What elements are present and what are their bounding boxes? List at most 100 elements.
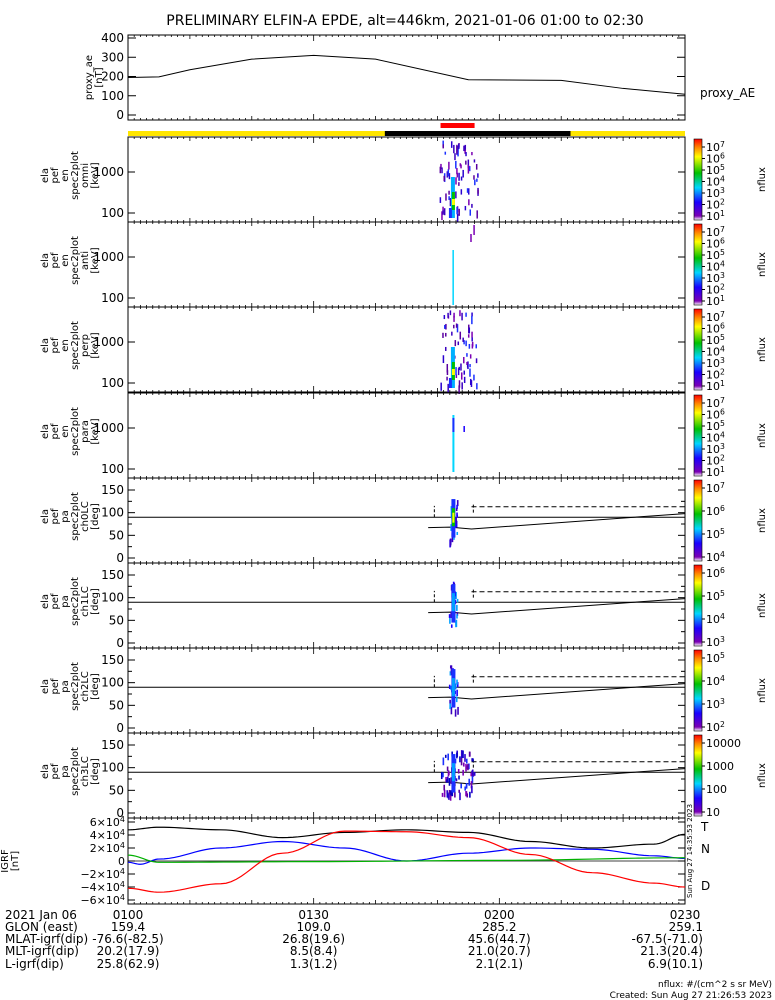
spectrogram-pixel: [441, 211, 443, 221]
spectrogram-pixel: [458, 172, 460, 181]
pa-pixel: [460, 783, 462, 789]
spectrogram-pixel: [456, 172, 459, 178]
ylabel-line: [keV]: [90, 247, 101, 273]
spectrogram-pixel: [445, 323, 447, 330]
axis-row-value: 25.8(62.9): [97, 957, 160, 971]
ylabel-line: pef: [50, 167, 61, 184]
ylabel-line: ela: [40, 509, 51, 524]
ytick-label: 150: [101, 568, 124, 582]
spectrogram-pixel: [447, 169, 450, 177]
spectrogram-pixel: [465, 160, 467, 165]
spectrogram-pixel: [442, 210, 444, 215]
ylabel-line: ela: [40, 764, 51, 779]
colorbar-label: nflux: [757, 678, 768, 703]
pa-pixel: [468, 763, 470, 770]
spectrogram-pixel: [461, 382, 463, 390]
region-bar-yellow-right: [570, 131, 685, 136]
ylabel-line: pef: [50, 252, 61, 269]
axis-row-value: 2.1(2.1): [476, 957, 524, 971]
ylabel-line: ela: [40, 253, 51, 268]
axis-time-tick: 0230: [670, 908, 701, 922]
colorbar-tick-label: 107: [706, 140, 725, 154]
spectrogram-pixel: [474, 179, 476, 186]
pa-pixel: [442, 772, 444, 778]
colorbar: [693, 649, 703, 732]
pa-pixel: [440, 771, 443, 780]
colorbar: [693, 308, 703, 391]
panel-frame: [127, 732, 686, 819]
spectrogram-pixel: [446, 171, 449, 178]
spectrogram-pixel: [466, 361, 468, 366]
colorbar-tick-label: 104: [706, 550, 725, 564]
colorbar-tick-label: 103: [706, 186, 725, 200]
colorbar-tick-label: 102: [706, 368, 725, 382]
igrf-ytick-label: 0: [118, 855, 125, 868]
igrf-ytick-label: 6×104: [90, 815, 125, 829]
axis-row-value: 26.8(19.6): [282, 932, 345, 946]
pa-pixel: [470, 772, 473, 777]
ylabel-line: pef: [50, 508, 61, 525]
igrf-series-E: [128, 854, 685, 863]
pa-pixel: [450, 790, 452, 796]
pa-pixel: [456, 512, 458, 517]
spectrogram-pixel: [453, 315, 455, 322]
spectrogram-pixel: [463, 426, 465, 432]
proxy-ae-panel: 400 300 200 100 0 proxy_ae [nT] proxy_AE: [84, 31, 755, 122]
pa-pixel: [455, 778, 458, 782]
pa-pixel: [459, 756, 461, 763]
spectrogram-pixel: [449, 198, 452, 207]
pa-pixel: [456, 752, 458, 759]
pa-pixel: [442, 757, 445, 766]
pa-pixel: [450, 524, 452, 531]
pa-pixel: [449, 617, 451, 624]
pa-pixel: [456, 689, 458, 697]
ytick-label: 100: [101, 506, 124, 520]
region-bar-black: [384, 131, 571, 136]
pa-pixel: [451, 791, 454, 797]
colorbar-tick-label: 1000: [706, 760, 734, 773]
spectrogram-pixel: [444, 151, 447, 155]
ylabel-line: spec2plot: [70, 577, 81, 626]
ytick-label: 0: [116, 551, 124, 565]
ylabel-line: en: [60, 339, 71, 352]
pa-pixel: [455, 619, 458, 627]
spectrogram-pixel: [442, 144, 444, 149]
colorbar-tick-label: 104: [706, 612, 725, 626]
spectrogram-pixel: [444, 346, 447, 351]
spectrogram-pixel: [457, 368, 460, 376]
spectrogram-pixel: [455, 323, 458, 328]
igrf-label-N: N: [701, 842, 710, 856]
colorbar-tick-label: 106: [706, 566, 725, 580]
ylabel-line: ela: [40, 168, 51, 183]
spectrogram-pixel: [446, 364, 449, 373]
colorbar-tick-label: 10000: [706, 737, 741, 750]
spectrogram-pixel: [462, 337, 464, 342]
colorbar-label: nflux: [757, 252, 768, 277]
spectrogram-pixel: [468, 199, 470, 206]
spectrogram-pixel: [469, 354, 472, 359]
panel-frame: [127, 647, 686, 734]
ylabel-line: para: [80, 420, 91, 443]
pa-pixel: [454, 791, 456, 798]
spectrogram-pixel: [455, 191, 457, 199]
pa-pixel: [456, 682, 459, 688]
igrf-ytick-label: −6×104: [80, 893, 125, 907]
pa-pixel: [456, 614, 458, 619]
spectrogram-pixel: [459, 163, 462, 167]
colorbar: [693, 138, 703, 221]
ylabel-line: [nT]: [94, 67, 105, 87]
spectrogram-pixel: [440, 382, 442, 391]
spectrogram-pixel: [464, 149, 466, 154]
spectrogram-trace-top: [452, 418, 455, 432]
ytick-label: 100: [101, 376, 124, 390]
spectrogram-pixel: [446, 370, 449, 376]
ylabel-line: omni: [80, 163, 91, 188]
spectrogram-pixel: [463, 356, 465, 364]
loss-cone-line: [428, 768, 686, 785]
spectrogram-pixel: [447, 383, 449, 393]
axis-time-tick: 0200: [484, 908, 515, 922]
ylabel-line: ch2LC: [80, 671, 91, 702]
spectrogram-pixel: [473, 225, 475, 235]
axis-row-value: 45.6(44.7): [468, 932, 531, 946]
pa-pixel: [453, 535, 455, 540]
